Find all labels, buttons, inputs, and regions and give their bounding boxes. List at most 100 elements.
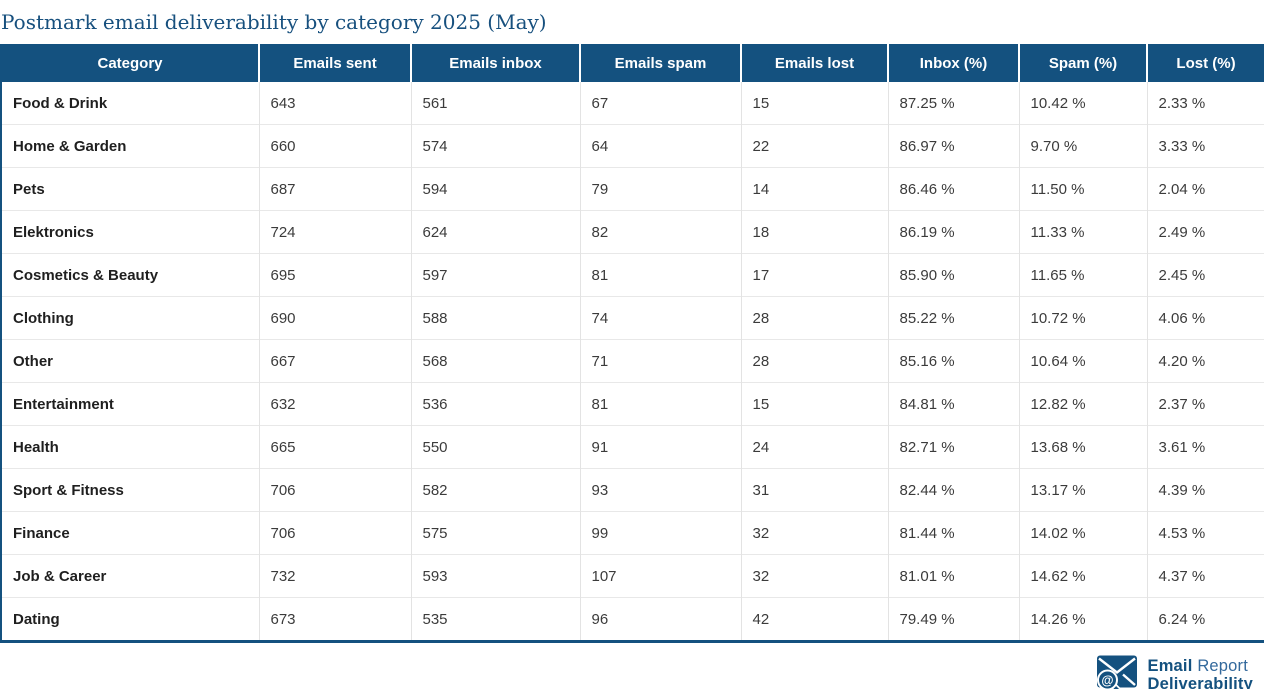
value-cell: 11.33 %: [1018, 210, 1147, 254]
value-cell: 575: [410, 511, 580, 555]
value-cell: 2.37 %: [1146, 382, 1264, 426]
value-cell: 665: [258, 425, 411, 469]
column-header-emails-inbox: Emails inbox: [410, 44, 580, 82]
value-cell: 643: [258, 82, 411, 125]
value-cell: 597: [410, 253, 580, 297]
value-cell: 14.62 %: [1018, 554, 1147, 598]
category-cell: Pets: [1, 167, 259, 211]
value-cell: 17: [740, 253, 888, 297]
value-cell: 31: [740, 468, 888, 512]
column-header-emails-sent: Emails sent: [258, 44, 411, 82]
value-cell: 85.16 %: [887, 339, 1019, 383]
value-cell: 32: [740, 554, 888, 598]
value-cell: 6.24 %: [1146, 597, 1264, 642]
value-cell: 673: [258, 597, 411, 642]
page-title: Postmark email deliverability by categor…: [1, 10, 547, 34]
value-cell: 706: [258, 511, 411, 555]
category-cell: Health: [1, 425, 259, 469]
logo-word-report: Report: [1197, 657, 1249, 675]
value-cell: 11.50 %: [1018, 167, 1147, 211]
value-cell: 96: [579, 597, 741, 642]
table-row: Elektronics 724 624 82 18 86.19 % 11.33 % 2.49 …: [1, 210, 1264, 254]
value-cell: 3.33 %: [1146, 124, 1264, 168]
table-body: Food & Drink 643 561 67 15 87.25 % 10.42 % 2.33…: [1, 82, 1264, 642]
value-cell: 695: [258, 253, 411, 297]
value-cell: 535: [410, 597, 580, 642]
value-cell: 14.02 %: [1018, 511, 1147, 555]
table-row: Home & Garden 660 574 64 22 86.97 % 9.70 % 3.33…: [1, 124, 1264, 168]
value-cell: 11.65 %: [1018, 253, 1147, 297]
column-header-inbox: Inbox (%): [887, 44, 1019, 82]
value-cell: 81.44 %: [887, 511, 1019, 555]
value-cell: 667: [258, 339, 411, 383]
table-header-row: Category Emails sent Emails inbox Emails sp…: [1, 44, 1264, 82]
value-cell: 99: [579, 511, 741, 555]
value-cell: 42: [740, 597, 888, 642]
value-cell: 582: [410, 468, 580, 512]
at-symbol: @: [1102, 674, 1114, 688]
value-cell: 632: [258, 382, 411, 426]
value-cell: 2.33 %: [1146, 82, 1264, 125]
value-cell: 87.25 %: [887, 82, 1019, 125]
value-cell: 2.49 %: [1146, 210, 1264, 254]
category-cell: Elektronics: [1, 210, 259, 254]
value-cell: 624: [410, 210, 580, 254]
value-cell: 24: [740, 425, 888, 469]
value-cell: 2.04 %: [1146, 167, 1264, 211]
value-cell: 593: [410, 554, 580, 598]
value-cell: 86.19 %: [887, 210, 1019, 254]
column-header-spam: Spam (%): [1018, 44, 1147, 82]
category-cell: Entertainment: [1, 382, 259, 426]
table-row: Finance 706 575 99 32 81.44 % 14.02 % 4.53 %: [1, 511, 1264, 555]
category-cell: Food & Drink: [1, 82, 259, 125]
table-row: Job & Career 732 593 107 32 81.01 % 14.62 % 4.3…: [1, 554, 1264, 598]
value-cell: 82.71 %: [887, 425, 1019, 469]
table-row: Dating 673 535 96 42 79.49 % 14.26 % 6.24 %: [1, 597, 1264, 642]
column-header-category: Category: [1, 44, 259, 82]
value-cell: 4.39 %: [1146, 468, 1264, 512]
table-row: Other 667 568 71 28 85.16 % 10.64 % 4.20 %: [1, 339, 1264, 383]
column-header-emails-spam: Emails spam: [579, 44, 741, 82]
value-cell: 64: [579, 124, 741, 168]
value-cell: 3.61 %: [1146, 425, 1264, 469]
value-cell: 15: [740, 382, 888, 426]
value-cell: 93: [579, 468, 741, 512]
column-header-emails-lost: Emails lost: [740, 44, 888, 82]
footer-logo: @ Email Report Deliverability: [1095, 655, 1253, 689]
table-row: Clothing 690 588 74 28 85.22 % 10.72 % 4.06 %: [1, 296, 1264, 340]
category-cell: Home & Garden: [1, 124, 259, 168]
category-cell: Job & Career: [1, 554, 259, 598]
value-cell: 79.49 %: [887, 597, 1019, 642]
category-cell: Sport & Fitness: [1, 468, 259, 512]
value-cell: 4.37 %: [1146, 554, 1264, 598]
deliverability-table: Category Emails sent Emails inbox Emails sp…: [0, 44, 1264, 643]
value-cell: 12.82 %: [1018, 382, 1147, 426]
value-cell: 724: [258, 210, 411, 254]
value-cell: 85.22 %: [887, 296, 1019, 340]
category-cell: Dating: [1, 597, 259, 642]
value-cell: 81.01 %: [887, 554, 1019, 598]
value-cell: 86.97 %: [887, 124, 1019, 168]
table-row: Sport & Fitness 706 582 93 31 82.44 % 13.17 % 4…: [1, 468, 1264, 512]
table-row: Food & Drink 643 561 67 15 87.25 % 10.42 % 2.33…: [1, 82, 1264, 125]
value-cell: 4.06 %: [1146, 296, 1264, 340]
value-cell: 86.46 %: [887, 167, 1019, 211]
value-cell: 28: [740, 339, 888, 383]
logo-word-email: Email: [1147, 657, 1193, 675]
value-cell: 550: [410, 425, 580, 469]
value-cell: 4.20 %: [1146, 339, 1264, 383]
value-cell: 22: [740, 124, 888, 168]
email-envelope-magnifier-icon: @: [1097, 655, 1138, 689]
value-cell: 706: [258, 468, 411, 512]
value-cell: 84.81 %: [887, 382, 1019, 426]
value-cell: 18: [740, 210, 888, 254]
value-cell: 32: [740, 511, 888, 555]
category-cell: Clothing: [1, 296, 259, 340]
value-cell: 594: [410, 167, 580, 211]
value-cell: 14.26 %: [1018, 597, 1147, 642]
value-cell: 9.70 %: [1018, 124, 1147, 168]
value-cell: 574: [410, 124, 580, 168]
value-cell: 107: [579, 554, 741, 598]
value-cell: 4.53 %: [1146, 511, 1264, 555]
value-cell: 85.90 %: [887, 253, 1019, 297]
